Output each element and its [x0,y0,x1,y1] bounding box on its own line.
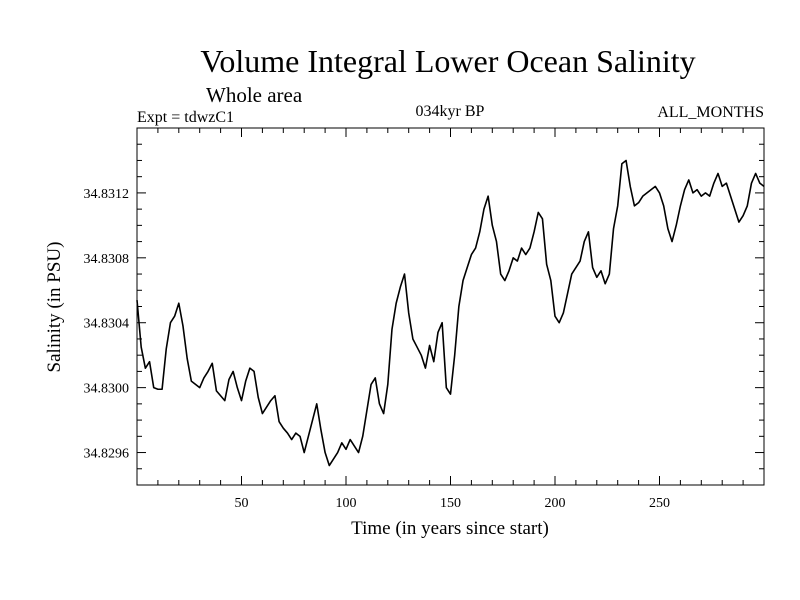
y-tick-label: 34.8300 [84,382,130,397]
y-tick-label: 34.8312 [84,187,130,202]
x-tick-label: 100 [336,496,357,511]
x-axis-tick-labels: 50 100 150 200 250 [235,496,671,511]
y-tick-label: 34.8296 [84,447,130,462]
experiment-label: Expt = tdwzC1 [137,109,234,126]
y-axis-tick-labels: 34.8296 34.8300 34.8304 34.8308 34.8312 [84,187,130,462]
period-label: 034kyr BP [416,103,485,120]
y-tick-label: 34.8308 [84,252,130,267]
x-tick-label: 150 [440,496,461,511]
x-tick-label: 250 [649,496,670,511]
chart-subtitle: Whole area [206,83,303,107]
x-axis-ticks [157,128,744,485]
y-axis-label: Salinity (in PSU) [44,242,65,373]
y-axis-ticks [137,143,764,470]
x-tick-label: 50 [235,496,249,511]
x-tick-label: 200 [545,496,566,511]
x-axis-label: Time (in years since start) [351,518,549,539]
months-label: ALL_MONTHS [657,104,764,121]
series-line-salinity [136,159,765,467]
chart-title: Volume Integral Lower Ocean Salinity [200,43,695,79]
y-tick-label: 34.8304 [84,317,130,332]
plot-frame [136,127,765,486]
